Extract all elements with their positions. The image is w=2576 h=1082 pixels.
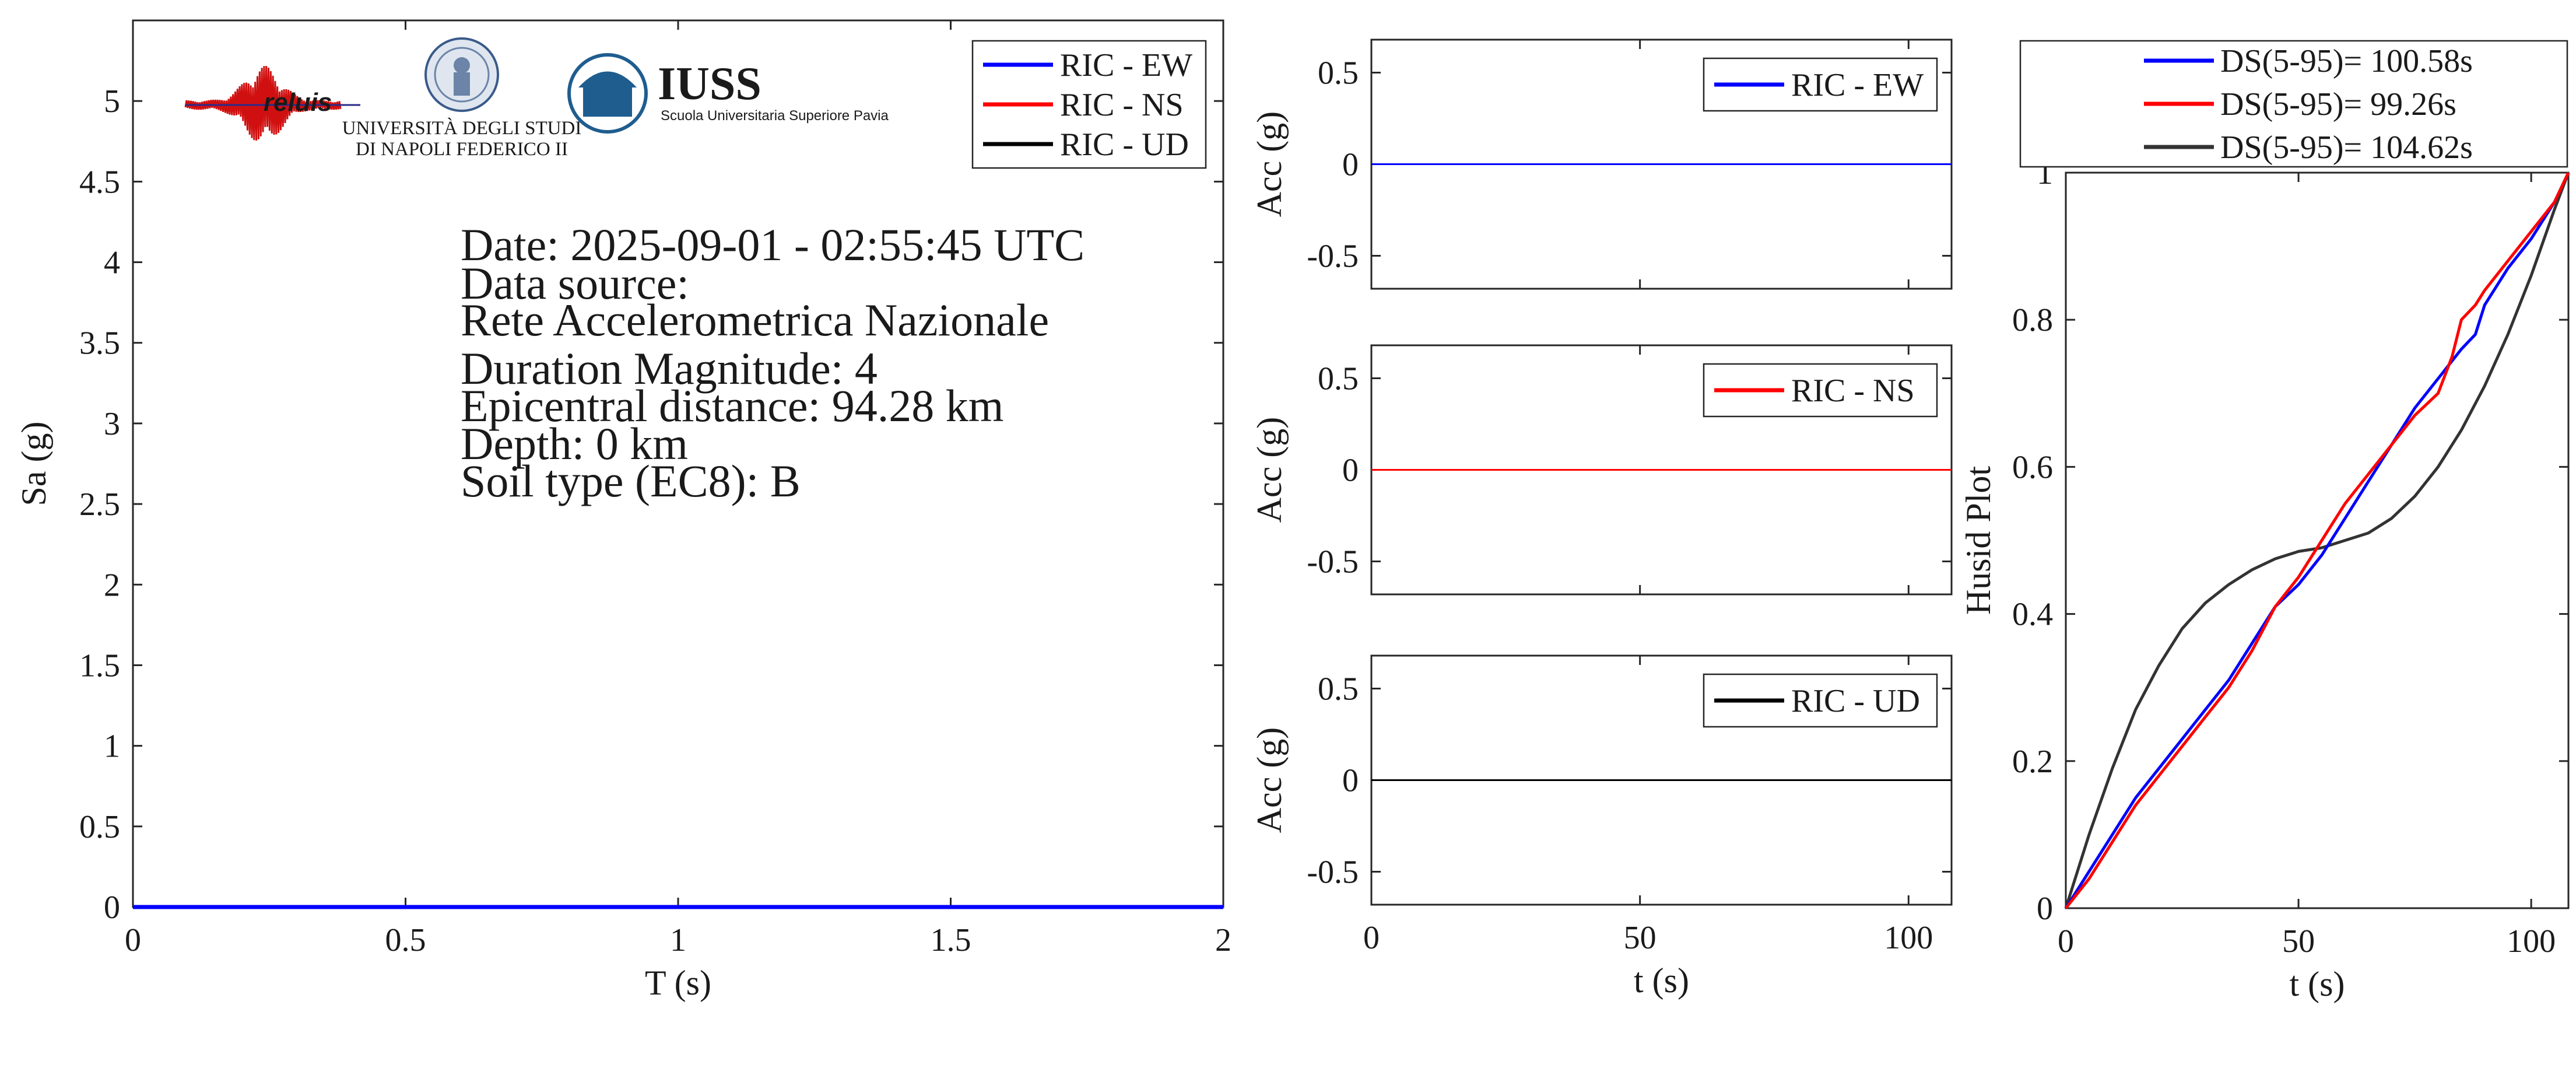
spectra-xtick-label: 0.5 bbox=[385, 922, 426, 958]
acc-ns-ytick-label: 0 bbox=[1342, 453, 1359, 489]
spectra-xtick-label: 1 bbox=[670, 922, 686, 958]
spectra-xtick-label: 2 bbox=[1215, 922, 1231, 958]
husid-legend-label: DS(5-95)= 104.62s bbox=[2220, 129, 2473, 166]
spectra-panel: 0 0.5 1 1.5 2 2.5 3 3.5 4 4.5 5 0 0.5 1 1.5 2 T (s) Sa (g… bbox=[15, 19, 1231, 1002]
acc-ud-ytick-label: -0.5 bbox=[1307, 854, 1359, 890]
iuss-emblem-building bbox=[583, 87, 632, 117]
info-line-4: Duration Magnitude: 4 bbox=[461, 343, 878, 394]
acc-ew-ytick-label: 0.5 bbox=[1318, 55, 1359, 92]
husid-xtick-label: 50 bbox=[2282, 923, 2315, 960]
spectra-xlabel: T (s) bbox=[645, 964, 711, 1002]
info-line-2: Data source: bbox=[461, 258, 689, 309]
info-line-5: Epicentral distance: 94.28 km bbox=[461, 380, 1003, 431]
acc-ew-ylabel: Acc (g) bbox=[1250, 111, 1289, 218]
iuss-subtitle: Scuola Universitaria Superiore Pavia bbox=[661, 108, 889, 124]
reluis-logo: reluis bbox=[184, 66, 360, 141]
acc-ns-ylabel: Acc (g) bbox=[1250, 417, 1289, 523]
husid-ylabel: Husid Plot bbox=[1959, 466, 1998, 615]
spectra-ytick-label: 0 bbox=[104, 890, 120, 926]
husid-ytick-label: 0.6 bbox=[2012, 449, 2053, 485]
husid-series-line-3 bbox=[2065, 171, 2570, 909]
spectra-legend-label: RIC - EW bbox=[1060, 47, 1192, 83]
husid-ytick-label: 0.4 bbox=[2012, 597, 2053, 633]
spectra-ytick-label: 1.5 bbox=[79, 647, 120, 684]
acc-ud-ytick-label: 0.5 bbox=[1318, 671, 1359, 708]
spectra-ytick-label: 0.5 bbox=[79, 809, 120, 845]
spectra-ytick-label: 3 bbox=[104, 406, 120, 442]
spectra-xtick-label: 0 bbox=[125, 922, 141, 958]
spectra-ylabel: Sa (g) bbox=[15, 422, 53, 506]
acc-ns-ytick-label: 0.5 bbox=[1318, 361, 1359, 397]
husid-series-line-2 bbox=[2064, 171, 2570, 909]
acc-ew-panel: -0.5 0 0.5 Acc (g) RIC - EW bbox=[1250, 38, 1953, 290]
spectra-ytick-label: 2 bbox=[104, 567, 120, 603]
reluis-text: reluis bbox=[264, 88, 332, 117]
husid-legend-box bbox=[2019, 40, 2568, 168]
spectra-ytick-label: 4.5 bbox=[79, 164, 120, 200]
husid-legend-label: DS(5-95)= 99.26s bbox=[2220, 86, 2456, 122]
acc-ns-legend-label: RIC - NS bbox=[1791, 373, 1915, 409]
husid-ytick-label: 0.8 bbox=[2012, 302, 2053, 338]
acc-ns-panel: -0.5 0 0.5 Acc (g) RIC - NS bbox=[1250, 344, 1953, 596]
acc-ew-ytick-label: -0.5 bbox=[1307, 238, 1359, 274]
spectra-ytick-label: 3.5 bbox=[79, 325, 120, 362]
husid-xtick-label: 100 bbox=[2507, 923, 2556, 960]
seismogram-icon bbox=[184, 66, 342, 141]
husid-xlabel: t (s) bbox=[2290, 965, 2345, 1003]
spectra-ytick-label: 5 bbox=[104, 83, 120, 120]
husid-ytick-label: 0.2 bbox=[2012, 744, 2053, 780]
info-line-6: Depth: 0 km bbox=[461, 418, 688, 469]
husid-series-line-1 bbox=[2064, 172, 2570, 909]
acc-ud-ytick-label: 0 bbox=[1342, 763, 1359, 799]
unina-seal-body bbox=[454, 72, 470, 96]
spectra-legend-label: RIC - UD bbox=[1060, 127, 1189, 163]
acc-ew-ytick-label: 0 bbox=[1342, 147, 1359, 183]
spectra-legend-label: RIC - NS bbox=[1060, 87, 1184, 123]
info-line-3: Rete Accelerometrica Nazionale bbox=[461, 295, 1049, 345]
unina-seal-inner bbox=[434, 47, 490, 103]
iuss-emblem-dome bbox=[578, 71, 637, 87]
acc-ud-legend-label: RIC - UD bbox=[1791, 683, 1920, 719]
husid-legend-label: DS(5-95)= 100.58s bbox=[2220, 43, 2473, 79]
acc-ud-ylabel: Acc (g) bbox=[1250, 727, 1289, 834]
spectra-ytick-label: 2.5 bbox=[79, 486, 120, 523]
acc-ud-xtick-label: 100 bbox=[1884, 920, 1933, 956]
husid-xtick-label: 0 bbox=[2058, 923, 2074, 960]
acc-ns-ytick-label: -0.5 bbox=[1307, 544, 1359, 580]
info-line-1: Date: 2025-09-01 - 02:55:45 UTC bbox=[461, 219, 1085, 270]
spectra-xtick-label: 1.5 bbox=[931, 922, 971, 958]
acc-ew-legend-label: RIC - EW bbox=[1791, 67, 1924, 103]
unina-seal-figure bbox=[454, 57, 470, 73]
acc-ud-xtick-label: 0 bbox=[1363, 920, 1380, 956]
acc-ud-xtick-label: 50 bbox=[1624, 920, 1656, 956]
acc-ud-xlabel: t (s) bbox=[1634, 961, 1689, 1000]
spectra-ytick-label: 1 bbox=[104, 729, 120, 765]
spectra-ytick-label: 4 bbox=[104, 245, 120, 281]
info-line-7: Soil type (EC8): B bbox=[461, 456, 801, 506]
husid-axes-box bbox=[2065, 171, 2570, 909]
unina-line-1: UNIVERSITÀ DEGLI STUDI bbox=[342, 117, 582, 139]
husid-ytick-label: 0 bbox=[2037, 891, 2053, 927]
unina-line-2: DI NAPOLI FEDERICO II bbox=[356, 139, 568, 160]
iuss-text: IUSS bbox=[658, 58, 761, 110]
